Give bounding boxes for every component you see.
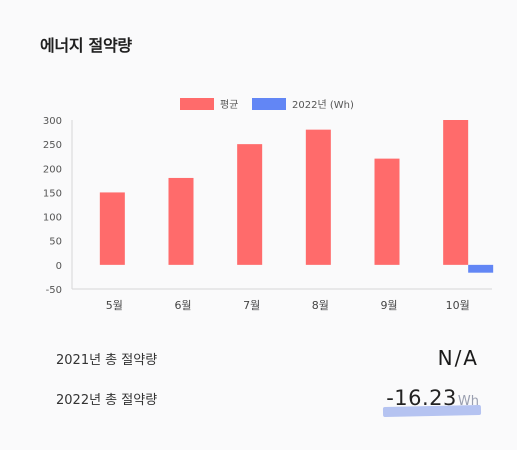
y-tick-label: 100	[43, 213, 62, 224]
y-tick-label: 0	[56, 261, 62, 272]
y-tick-label: 50	[49, 237, 62, 248]
bar-average	[237, 144, 263, 265]
y-tick-label: 200	[43, 164, 62, 175]
y-tick-label: 250	[43, 140, 62, 151]
summary-number-2022: -16.23	[386, 386, 457, 410]
y-tick-label: 300	[43, 116, 62, 127]
summary-row-2022: 2022년 총 절약량 -16.23 Wh	[56, 382, 482, 418]
legend-swatch	[180, 98, 214, 110]
bar-average	[99, 192, 125, 265]
summary-label-2021: 2021년 총 절약량	[56, 352, 158, 368]
card-title: 에너지 절약량	[40, 36, 132, 55]
bar-2022	[468, 264, 494, 273]
summary-unit-2022: Wh	[457, 394, 479, 409]
x-tick-label: 6월	[174, 299, 191, 312]
y-tick-label: 150	[43, 188, 62, 199]
x-tick-label: 9월	[380, 299, 397, 312]
legend-swatch	[252, 98, 286, 110]
summary-label-2022: 2022년 총 절약량	[56, 392, 158, 408]
summary-value-2022: -16.23 Wh	[383, 386, 482, 418]
bar-average	[305, 129, 331, 265]
summary-row-2021: 2021년 총 절약량 N/A	[56, 342, 479, 374]
summary-value-2021: N/A	[437, 346, 479, 370]
legend-label: 평균	[220, 99, 238, 111]
y-tick-label: -50	[46, 285, 62, 296]
legend-label: 2022년 (Wh)	[292, 99, 354, 111]
x-tick-label: 5월	[106, 299, 123, 312]
bar-average	[374, 158, 400, 265]
bar-chart: 300 250 200 150 100 50 0 -50 5월 6월 7월 8월 9월 10월 평균 2022…	[43, 98, 494, 312]
bar-average	[443, 120, 469, 265]
bar-average	[168, 177, 194, 265]
x-tick-label: 7월	[243, 299, 260, 312]
x-tick-label: 10월	[446, 299, 470, 312]
x-tick-label: 8월	[312, 299, 329, 312]
